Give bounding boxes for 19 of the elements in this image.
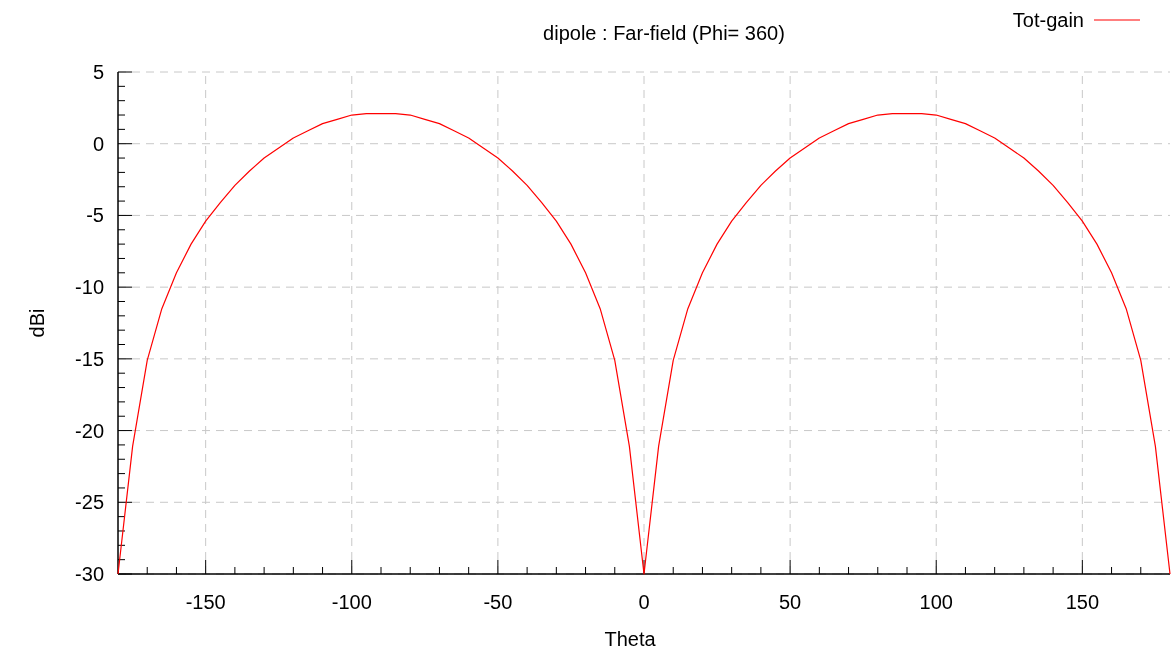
- y-tick-label: -30: [75, 563, 104, 585]
- y-tick-label: -10: [75, 276, 104, 299]
- y-tick-label: 5: [92, 61, 104, 83]
- x-tick-label: -100: [331, 591, 372, 613]
- x-tick-label: 150: [1065, 591, 1100, 613]
- y-tick-label: 0: [92, 132, 104, 155]
- y-tick-label: -20: [75, 419, 104, 442]
- y-tick-label: -25: [75, 491, 104, 514]
- x-tick-label: 100: [919, 591, 953, 613]
- x-tick-label: -50: [483, 591, 513, 613]
- chart-title: dipole : Far-field (Phi= 360): [543, 22, 785, 44]
- y-axis-title: dBi: [26, 308, 48, 338]
- x-tick-label: 0: [638, 591, 650, 613]
- legend-label: Tot-gain: [1012, 9, 1084, 31]
- x-axis-title: Theta: [604, 628, 657, 650]
- x-tick-label: -150: [185, 591, 226, 613]
- y-tick-label: -15: [75, 347, 104, 370]
- x-tick-label: 50: [778, 591, 802, 613]
- y-tick-label: -5: [86, 204, 104, 227]
